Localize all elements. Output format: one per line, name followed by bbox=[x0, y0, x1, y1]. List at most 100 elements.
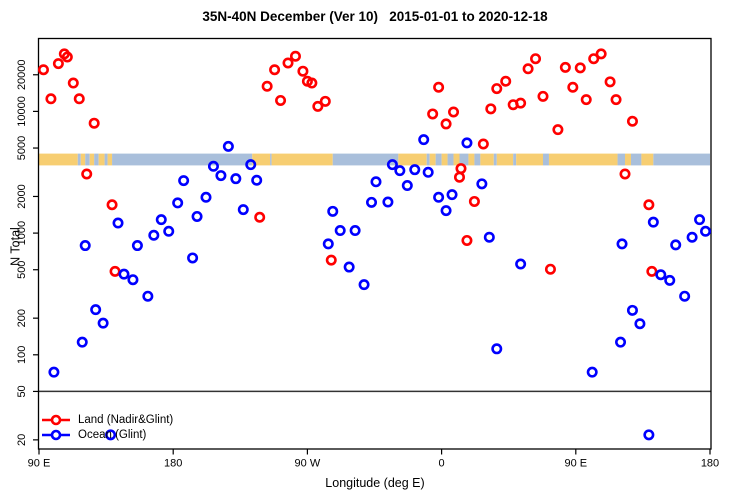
coastline-band-ocean-segment bbox=[474, 153, 481, 166]
land-data-point bbox=[440, 118, 452, 130]
coastline-band-land-segment bbox=[625, 153, 631, 166]
coastline-band-ocean-segment bbox=[332, 153, 399, 166]
coastline-band-land-segment bbox=[107, 153, 113, 166]
coastline-band-ocean-segment bbox=[493, 153, 497, 166]
ocean-data-point bbox=[616, 238, 628, 250]
land-data-point bbox=[455, 163, 467, 175]
coastline-band-land-segment bbox=[441, 153, 448, 166]
ocean-data-point bbox=[237, 204, 249, 216]
y-axis-tick-label: 5000 bbox=[16, 136, 28, 160]
land-data-point bbox=[588, 53, 600, 65]
land-data-point bbox=[269, 64, 281, 76]
coastline-band-ocean-segment bbox=[435, 153, 442, 166]
ocean-data-point bbox=[476, 178, 488, 190]
ocean-data-point bbox=[322, 238, 334, 250]
coastline-band-ocean-segment bbox=[112, 153, 253, 166]
land-data-point bbox=[580, 94, 592, 106]
coastline-band-land-segment bbox=[39, 153, 78, 166]
ocean-data-point bbox=[155, 214, 167, 226]
land-data-point bbox=[275, 94, 287, 106]
land-data-point bbox=[448, 106, 460, 118]
ocean-data-point bbox=[491, 343, 503, 355]
ocean-data-point bbox=[79, 240, 91, 252]
y-axis-tick-label: 100 bbox=[16, 346, 28, 364]
land-data-point bbox=[427, 108, 439, 120]
coastline-band-ocean-segment bbox=[270, 153, 272, 166]
land-data-point bbox=[319, 95, 331, 107]
coastline-band-land-segment bbox=[89, 153, 95, 166]
coastline-band-land-segment bbox=[548, 153, 618, 166]
land-data-point bbox=[282, 57, 294, 69]
x-axis-tick-label: 0 bbox=[439, 458, 445, 470]
ocean-data-point bbox=[90, 304, 102, 316]
coastline-band-land-segment bbox=[453, 153, 460, 166]
ocean-data-point bbox=[118, 268, 130, 280]
ocean-data-point bbox=[647, 216, 659, 228]
land-data-point bbox=[306, 77, 318, 89]
ocean-data-point bbox=[394, 165, 406, 177]
y-axis-tick-label: 1000 bbox=[16, 221, 28, 245]
land-data-point bbox=[433, 81, 445, 93]
ocean-data-point bbox=[626, 304, 638, 316]
ocean-data-point bbox=[461, 137, 473, 149]
ocean-data-point bbox=[370, 176, 382, 188]
x-axis-tick-label: 180 bbox=[164, 458, 182, 470]
ocean-data-point bbox=[664, 274, 676, 286]
land-data-point bbox=[522, 63, 534, 75]
ocean-data-point bbox=[386, 159, 398, 171]
ocean-data-point bbox=[422, 166, 434, 178]
land-data-point bbox=[61, 51, 73, 63]
coastline-band-land-segment bbox=[496, 153, 514, 166]
ocean-data-point bbox=[634, 318, 646, 330]
land-data-point bbox=[595, 48, 607, 60]
coastline-band-land-segment bbox=[98, 153, 105, 166]
y-axis-tick-label: 200 bbox=[16, 309, 28, 327]
land-data-point bbox=[453, 171, 465, 183]
legend-ocean-symbol-icon bbox=[42, 429, 70, 441]
ocean-data-point bbox=[670, 239, 682, 251]
ocean-data-point bbox=[222, 140, 234, 152]
legend-item-land: Land (Nadir&Glint) bbox=[41, 413, 173, 428]
legend-land-symbol-icon bbox=[42, 414, 70, 426]
coastline-band-land-segment bbox=[641, 153, 654, 166]
ocean-data-point bbox=[215, 170, 227, 182]
ocean-data-point bbox=[334, 225, 346, 237]
ocean-data-point bbox=[148, 229, 160, 241]
land-data-point bbox=[643, 199, 655, 211]
land-data-point bbox=[515, 97, 527, 109]
land-data-point bbox=[619, 168, 631, 180]
ocean-data-point bbox=[382, 196, 394, 208]
ocean-data-point bbox=[694, 214, 706, 226]
coastline-band-ocean-segment bbox=[653, 153, 710, 166]
ocean-data-point bbox=[515, 258, 527, 270]
ocean-data-point bbox=[401, 180, 413, 192]
land-data-point bbox=[491, 83, 503, 95]
ocean-data-point bbox=[440, 205, 452, 217]
land-data-point bbox=[52, 58, 64, 70]
land-data-point bbox=[500, 75, 512, 87]
land-data-point bbox=[297, 65, 309, 77]
ocean-data-point bbox=[142, 290, 154, 302]
land-data-point bbox=[67, 77, 79, 89]
ocean-data-point bbox=[97, 317, 109, 329]
y-axis-tick-label: 10000 bbox=[16, 96, 28, 127]
ocean-data-point bbox=[200, 191, 212, 203]
land-data-point bbox=[325, 254, 337, 266]
land-data-point bbox=[567, 81, 579, 93]
land-data-point bbox=[477, 138, 489, 150]
legend-item-ocean: Ocean (Glint) bbox=[41, 428, 173, 443]
legend-label-ocean: Ocean (Glint) bbox=[78, 428, 147, 441]
coastline-band-ocean-segment bbox=[459, 153, 469, 166]
ocean-data-point bbox=[343, 261, 355, 273]
ocean-data-point bbox=[127, 274, 139, 286]
ocean-data-point bbox=[178, 175, 190, 187]
ocean-data-point bbox=[207, 160, 219, 172]
ocean-data-point bbox=[163, 225, 175, 237]
ocean-data-point bbox=[615, 336, 627, 348]
y-axis-tick-label: 2000 bbox=[16, 184, 28, 208]
land-data-point bbox=[552, 124, 564, 136]
land-data-point bbox=[88, 117, 100, 129]
ocean-data-point bbox=[191, 210, 203, 222]
